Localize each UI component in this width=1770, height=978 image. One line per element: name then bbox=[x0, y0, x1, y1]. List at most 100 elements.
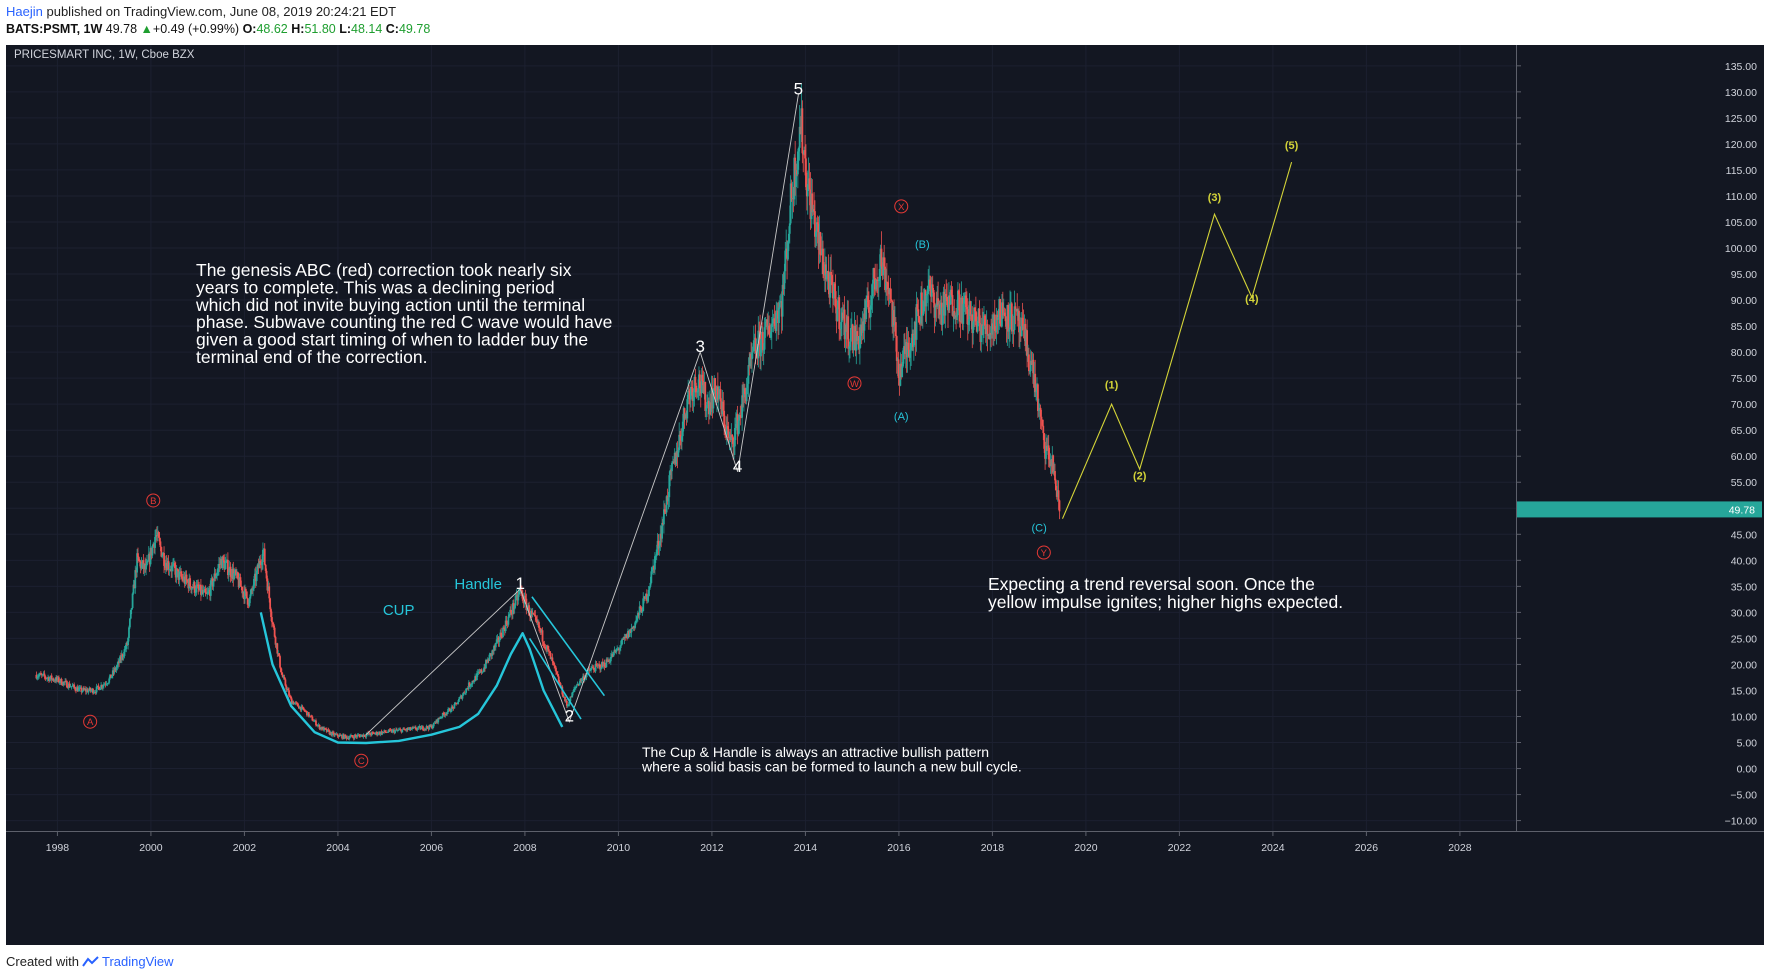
candle-body bbox=[829, 271, 832, 298]
author-link[interactable]: Haejin bbox=[6, 4, 43, 19]
candle-body bbox=[240, 586, 243, 588]
candle-body bbox=[415, 729, 418, 731]
candle-body bbox=[953, 311, 956, 319]
candle-body bbox=[468, 682, 471, 687]
candle-body bbox=[313, 721, 316, 722]
candle-body bbox=[885, 281, 887, 291]
candle-body bbox=[175, 568, 178, 578]
chart-area[interactable]: 1 2 3 4 5 A B C W X Y (A) (B) (C) (1) (2) (3) (4) (5) CUP Ha… bbox=[6, 45, 1764, 945]
white-wave-path bbox=[365, 94, 799, 736]
candle-body bbox=[824, 264, 827, 280]
candle-body bbox=[775, 312, 778, 331]
candle-body bbox=[733, 446, 735, 448]
price-change: +0.49 (+0.99%) bbox=[152, 22, 240, 36]
candle-body bbox=[111, 675, 113, 678]
candle-body bbox=[66, 681, 68, 688]
candle-body bbox=[921, 292, 923, 316]
candle-body bbox=[1058, 500, 1061, 512]
candle-body bbox=[108, 678, 111, 683]
candle-body bbox=[457, 701, 459, 705]
candle-body bbox=[714, 378, 717, 391]
candle-body bbox=[137, 557, 140, 561]
candle-body bbox=[289, 696, 292, 699]
candle-body bbox=[336, 733, 339, 737]
chart-svg[interactable]: 1 2 3 4 5 A B C W X Y (A) (B) (C) (1) (2) (3) (4) (5) CUP Ha… bbox=[6, 45, 1764, 945]
candle-body bbox=[107, 682, 110, 684]
candle-body bbox=[285, 685, 288, 690]
candle-body bbox=[925, 295, 928, 307]
candle-body bbox=[544, 646, 547, 649]
white-wave-label: 1 bbox=[516, 574, 525, 593]
candle-body bbox=[155, 535, 157, 537]
candle-body bbox=[869, 305, 872, 318]
candle-body bbox=[263, 548, 266, 565]
candle-body bbox=[312, 720, 315, 722]
candle-body bbox=[834, 291, 837, 308]
candle-body bbox=[262, 549, 264, 562]
red-wave-circle bbox=[83, 714, 98, 729]
candle-body bbox=[74, 687, 76, 690]
candle-body bbox=[618, 647, 621, 650]
candle-body bbox=[739, 415, 742, 417]
candle-body bbox=[387, 732, 389, 733]
candle-body bbox=[694, 376, 697, 386]
candle-body bbox=[58, 682, 61, 684]
candle-body bbox=[592, 667, 595, 670]
candle-body bbox=[178, 571, 181, 580]
candle-body bbox=[89, 687, 92, 691]
candle-body bbox=[244, 589, 247, 592]
candle-body bbox=[856, 331, 859, 342]
candle-body bbox=[99, 688, 102, 691]
tradingview-brand-link[interactable]: TradingView bbox=[101, 954, 174, 969]
candle-body bbox=[763, 327, 766, 350]
time-tick-label: 2024 bbox=[1261, 842, 1285, 854]
candle-body bbox=[973, 307, 975, 322]
candle-body bbox=[1054, 471, 1056, 481]
candle-body bbox=[293, 703, 296, 705]
candle-body bbox=[901, 366, 904, 377]
drawings-layer bbox=[259, 94, 1293, 745]
price-tick-label: 130.00 bbox=[1725, 87, 1757, 99]
candle-body bbox=[297, 703, 299, 707]
candle-body bbox=[712, 393, 715, 409]
candle-body bbox=[424, 728, 427, 730]
candle-body bbox=[94, 692, 97, 693]
candle-body bbox=[549, 653, 552, 660]
price-tick-label: −5.00 bbox=[1730, 790, 1757, 802]
candle-body bbox=[669, 470, 672, 476]
candle-body bbox=[128, 618, 131, 628]
candle-body bbox=[594, 663, 597, 672]
candle-body bbox=[658, 545, 661, 549]
candle-body bbox=[883, 257, 886, 267]
candle-body bbox=[191, 587, 193, 590]
candle-body bbox=[483, 667, 486, 672]
candle-body bbox=[167, 561, 170, 570]
candle-body bbox=[870, 296, 873, 306]
candle-body bbox=[622, 638, 625, 640]
candle-body bbox=[239, 577, 242, 587]
candle-body bbox=[878, 268, 881, 280]
candle-body bbox=[844, 325, 847, 340]
candle-body bbox=[149, 547, 152, 565]
candle-body bbox=[731, 434, 734, 438]
candle-body bbox=[117, 661, 120, 665]
candle-body bbox=[305, 710, 307, 712]
candle-body bbox=[504, 620, 507, 632]
wave-labels-layer: 1 2 3 4 5 A B C W X Y (A) (B) (C) (1) (2) (3) (4) (5) CUP Ha… bbox=[83, 79, 1343, 775]
candle-body bbox=[387, 729, 390, 733]
candle-body bbox=[206, 593, 209, 595]
candle-body bbox=[957, 290, 960, 295]
cup-handle-annotation-line: The Cup & Handle is always an attractive… bbox=[642, 744, 989, 760]
candle-body bbox=[441, 712, 444, 717]
candle-body bbox=[681, 421, 684, 437]
candle-body bbox=[867, 295, 869, 308]
candle-body bbox=[609, 661, 611, 663]
candle-body bbox=[358, 734, 361, 736]
candle-body bbox=[741, 395, 744, 418]
price-tick-label: 125.00 bbox=[1725, 113, 1757, 125]
candle-body bbox=[1014, 306, 1017, 311]
candle-body bbox=[326, 729, 329, 732]
price-tick-label: 100.00 bbox=[1725, 243, 1757, 255]
candle-body bbox=[704, 381, 707, 411]
candle-body bbox=[226, 559, 229, 576]
